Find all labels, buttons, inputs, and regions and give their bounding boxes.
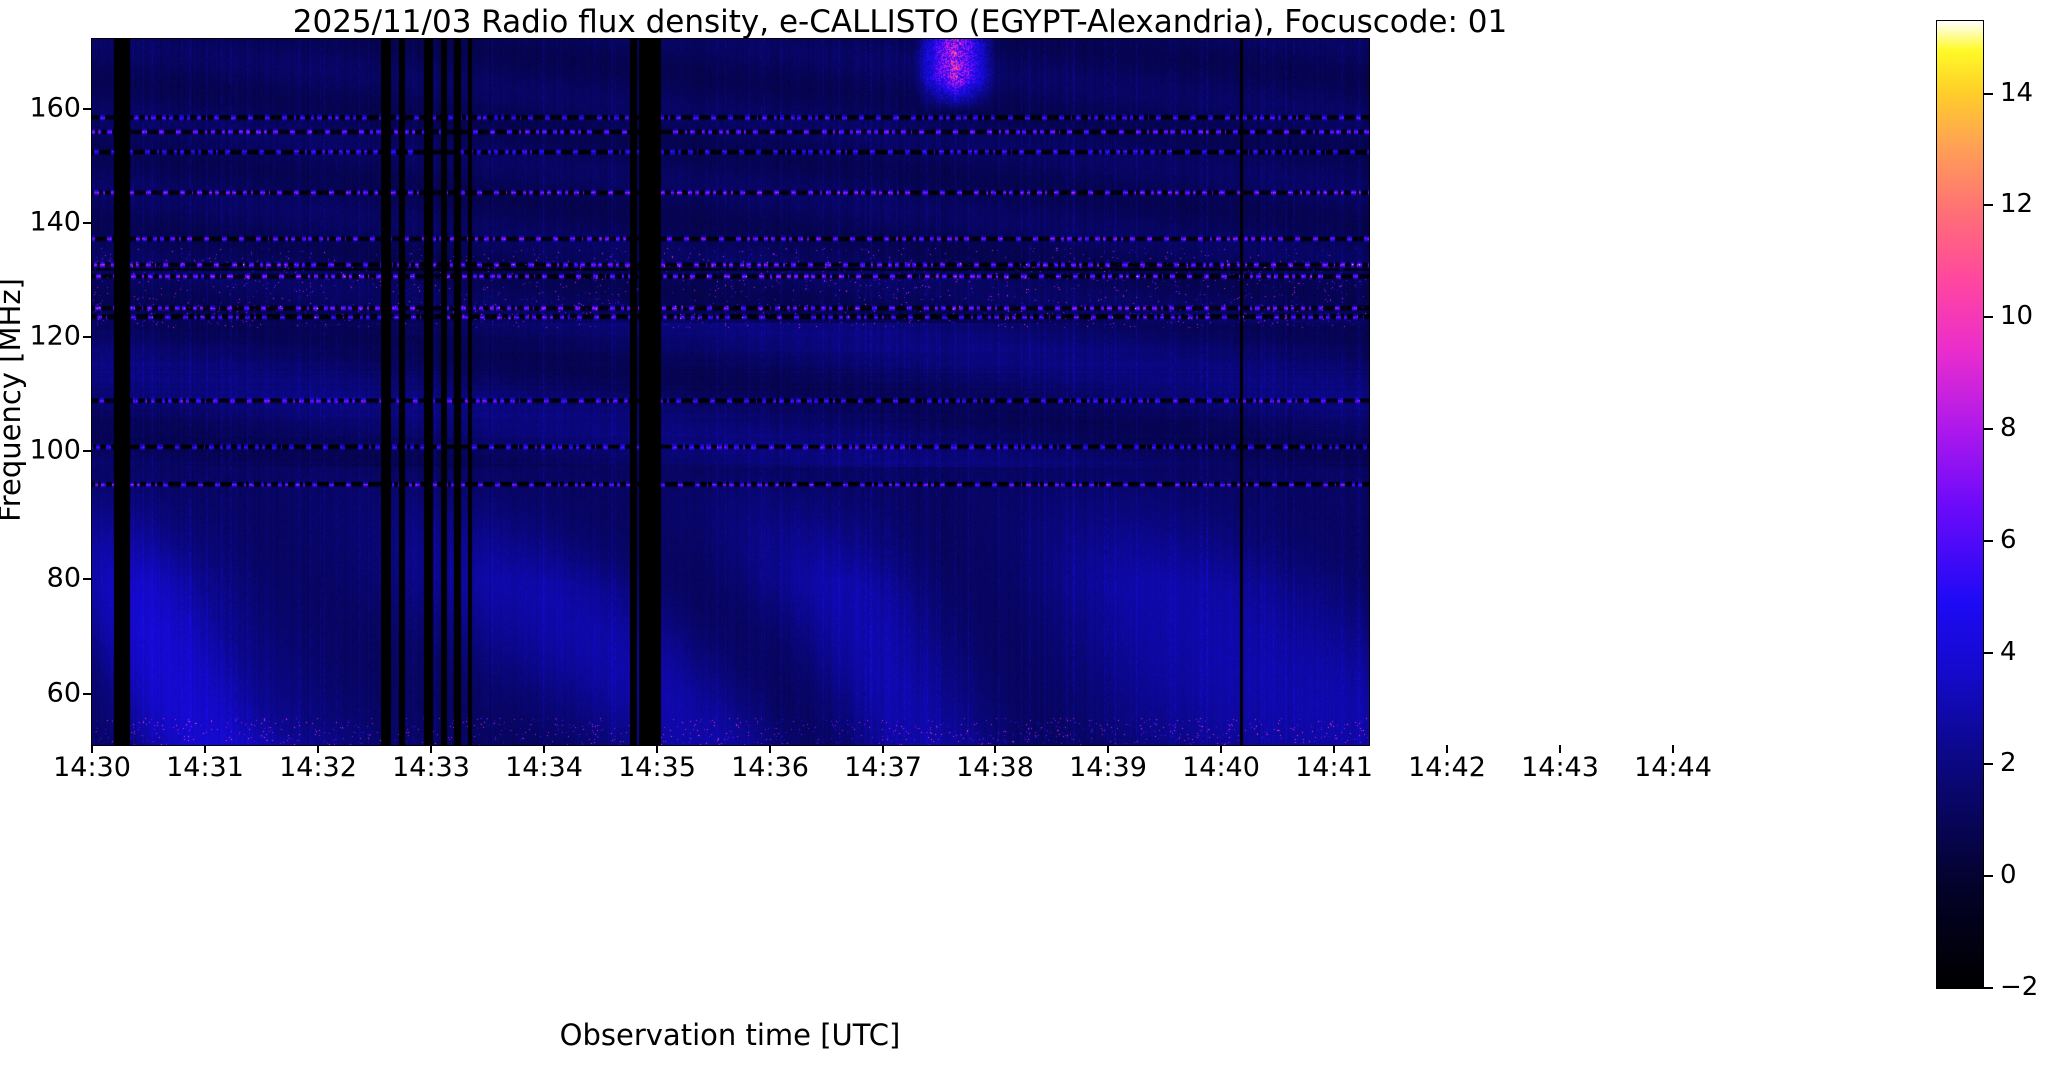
colorbar-tick-label: 14	[2000, 77, 2034, 108]
x-tick-mark	[882, 745, 884, 753]
colorbar-tick-mark	[1984, 539, 1993, 542]
x-tick-label: 14:42	[1408, 752, 1486, 783]
x-tick-label: 14:39	[1069, 752, 1147, 783]
x-tick-mark	[656, 745, 658, 753]
y-tick-mark	[83, 693, 91, 695]
colorbar-tick-label: −2	[2000, 972, 2039, 1002]
y-tick-label: 60	[46, 677, 81, 709]
y-tick-label: 80	[46, 562, 81, 594]
colorbar	[1936, 20, 1984, 989]
x-tick-mark	[317, 745, 319, 753]
x-tick-mark	[1107, 745, 1109, 753]
x-tick-label: 14:32	[279, 752, 357, 783]
y-tick-mark	[83, 578, 91, 580]
x-tick-label: 14:38	[956, 752, 1034, 783]
colorbar-tick-mark	[1984, 651, 1993, 654]
x-tick-mark	[1220, 745, 1222, 753]
x-tick-mark	[994, 745, 996, 753]
x-tick-mark	[430, 745, 432, 753]
y-tick-mark	[83, 222, 91, 224]
colorbar-tick-label: 8	[2000, 413, 2017, 444]
x-tick-label: 14:33	[392, 752, 470, 783]
y-tick-label: 100	[29, 434, 81, 466]
x-tick-label: 14:31	[166, 752, 244, 783]
colorbar-tick-label: 0	[2000, 860, 2017, 891]
x-tick-label: 14:34	[505, 752, 583, 783]
x-axis-label: Observation time [UTC]	[559, 1018, 901, 1052]
colorbar-tick-label: 6	[2000, 524, 2017, 555]
x-tick-mark	[769, 745, 771, 753]
x-tick-mark	[1672, 745, 1674, 753]
x-tick-mark	[1446, 745, 1448, 753]
y-tick-mark	[83, 336, 91, 338]
colorbar-tick-label: 4	[2000, 636, 2017, 667]
x-tick-label: 14:43	[1521, 752, 1599, 783]
x-tick-label: 14:36	[731, 752, 809, 783]
colorbar-tick-mark	[1984, 204, 1993, 207]
colorbar-tick-mark	[1984, 987, 1993, 989]
colorbar-tick-label: 2	[2000, 748, 2017, 779]
spectrogram-axes	[91, 38, 1370, 746]
x-tick-mark	[1333, 745, 1335, 753]
colorbar-tick-mark	[1984, 428, 1993, 431]
x-tick-label: 14:37	[844, 752, 922, 783]
colorbar-tick-mark	[1984, 316, 1993, 319]
y-tick-label: 120	[29, 320, 81, 352]
x-tick-mark	[91, 745, 93, 753]
colorbar-tick-mark	[1984, 92, 1993, 95]
y-tick-label: 160	[29, 92, 81, 124]
colorbar-tick-mark	[1984, 875, 1993, 878]
colorbar-tick-label: 10	[2000, 301, 2034, 332]
x-tick-mark	[204, 745, 206, 753]
colorbar-gradient	[1937, 21, 1983, 988]
x-tick-label: 14:44	[1634, 752, 1712, 783]
x-tick-mark	[1559, 745, 1561, 753]
y-axis-label: Frequency [MHz]	[0, 278, 27, 522]
y-tick-label: 140	[29, 206, 81, 238]
page-title: 2025/11/03 Radio flux density, e-CALLIST…	[292, 4, 1508, 40]
x-tick-label: 14:41	[1295, 752, 1373, 783]
spectrogram-image	[92, 39, 1369, 745]
x-tick-label: 14:40	[1182, 752, 1260, 783]
y-tick-mark	[83, 450, 91, 452]
colorbar-tick-label: 12	[2000, 189, 2034, 220]
x-tick-mark	[543, 745, 545, 753]
y-tick-mark	[83, 108, 91, 110]
x-tick-label: 14:35	[618, 752, 696, 783]
colorbar-tick-mark	[1984, 763, 1993, 766]
x-tick-label: 14:30	[53, 752, 131, 783]
